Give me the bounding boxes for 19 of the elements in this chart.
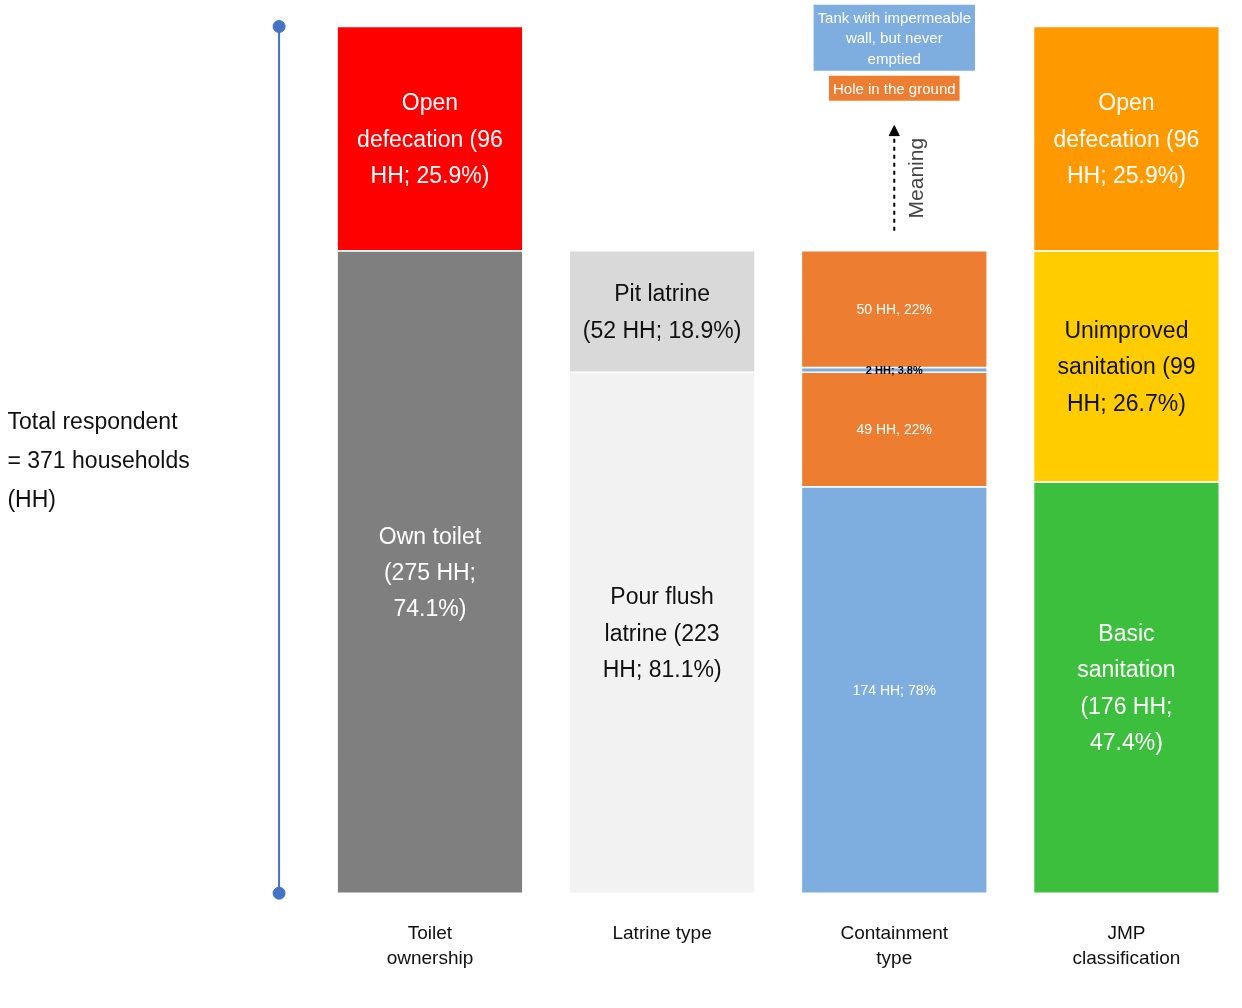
data-label: Basic sanitation (176 HH; 47.4%) [1077, 620, 1176, 756]
x-tick-label: Containment type [840, 921, 949, 968]
annotation: Hole in the ground [832, 79, 956, 97]
data-label: Open defecation (96 HH; 25.9%) [1053, 89, 1200, 189]
data-label: Pour flush latrine (223 HH; 81.1%) [602, 583, 722, 683]
data-label: 50 HH, 22% [856, 301, 933, 318]
annotation: Tank with impermeable wall, but never emptied [817, 8, 971, 67]
data-label: 2 HH; 3.8% [865, 363, 923, 376]
x-tick-label: Latrine type [612, 921, 712, 943]
data-label: 49 HH, 22% [856, 421, 933, 438]
text: Total respondent = 371 households (HH) [7, 407, 190, 512]
data-label: 174 HH; 78% [852, 681, 936, 698]
data-label: Pit latrine (52 HH; 18.9%) [582, 280, 742, 343]
annotation: Meaning [903, 137, 927, 219]
data-label: Unimproved sanitation (99 HH; 26.7%) [1057, 316, 1196, 416]
x-tick-label: JMP classification [1072, 921, 1181, 968]
x-tick-label: Toilet ownership [386, 921, 474, 968]
data-label: Own toilet (275 HH; 74.1%) [378, 522, 482, 622]
data-label: Open defecation (96 HH; 25.9%) [357, 89, 503, 189]
